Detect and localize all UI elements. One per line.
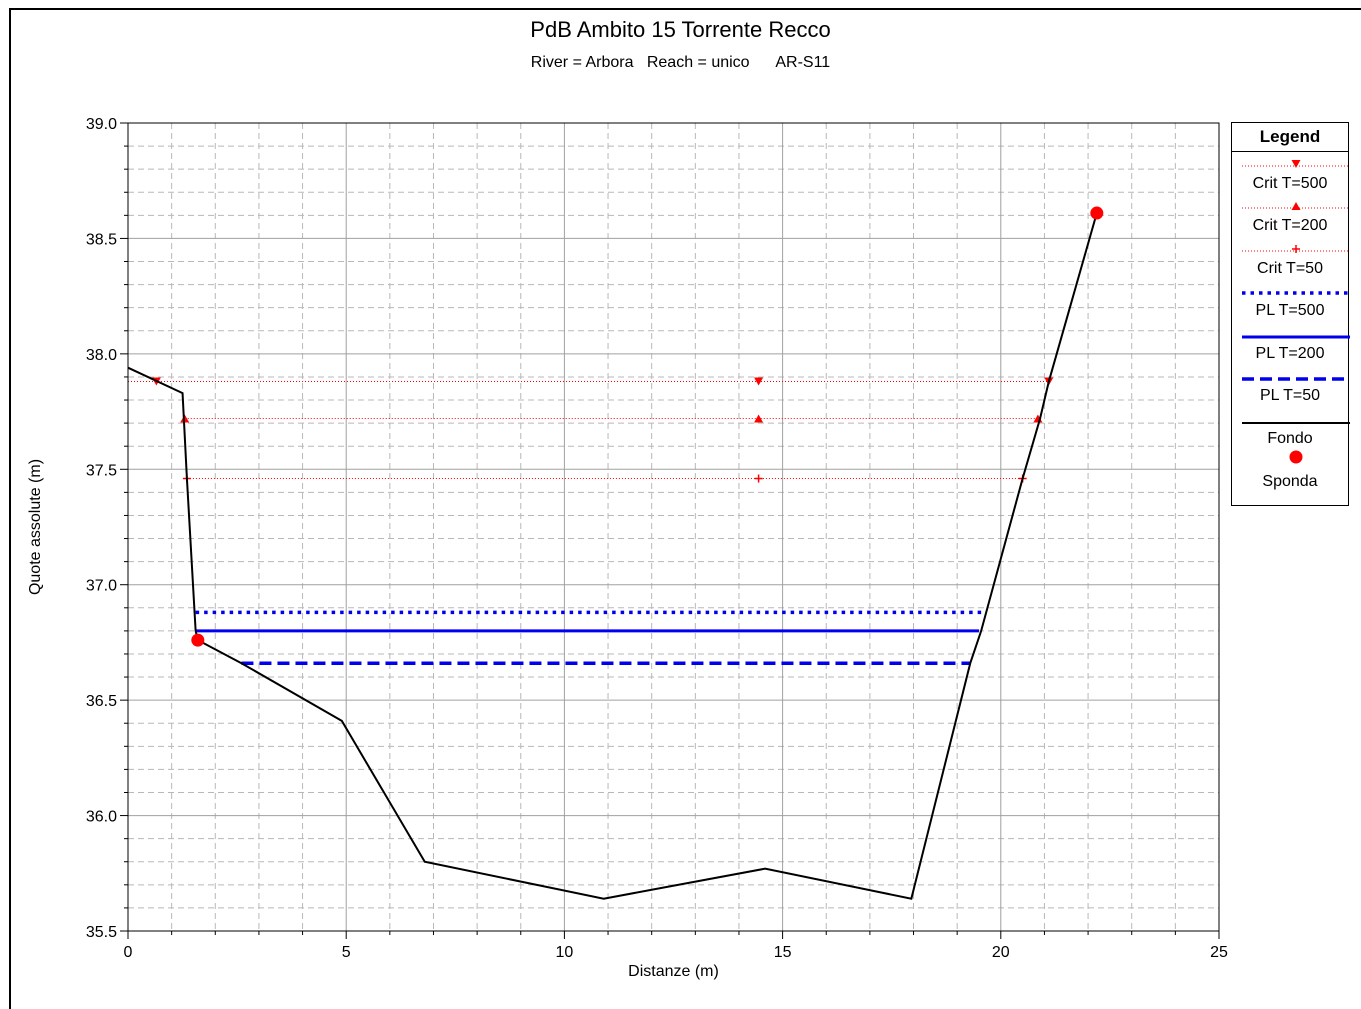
chart-title: PdB Ambito 15 Torrente Recco (530, 17, 831, 42)
point-crit-t-500 (754, 377, 764, 386)
y-tick-label: 37.5 (86, 462, 117, 479)
legend-divider (1232, 151, 1348, 152)
y-tick-label: 35.5 (86, 924, 117, 941)
y-tick-label: 38.0 (86, 347, 117, 364)
y-tick-label: 36.0 (86, 809, 117, 826)
plot-border (127, 122, 1220, 932)
y-tick-label: 36.5 (86, 693, 117, 710)
point-crit-t-50 (754, 474, 763, 483)
legend-label-crit-t500: Crit T=500 (1252, 175, 1328, 192)
legend: Legend Crit T=500 Crit T=200 Crit T=50 P… (1231, 122, 1350, 506)
legend-title: Legend (1259, 127, 1321, 146)
series-line-fondo (127, 212, 1098, 900)
y-tick-label: 39.0 (86, 116, 117, 133)
legend-label-pl-t50: PL T=50 (1259, 387, 1321, 404)
legend-marker-crit-t-500 (1291, 160, 1301, 168)
series-layer (127, 206, 1104, 900)
chart-frame (9, 8, 1361, 1009)
axes-layer: 0 5 10 15 20 25 35.5 36.0 36.5 37.0 37.5 38.0 38.5 39… (27, 116, 1228, 980)
x-tick-label: 0 (124, 944, 133, 961)
chart-subtitle: River = Arbora Reach = unico AR-S11 (530, 54, 831, 71)
grid-layer (128, 123, 1219, 931)
legend-label-pl-t200: PL T=200 (1255, 345, 1325, 362)
legend-label-crit-t50: Crit T=50 (1257, 260, 1323, 277)
x-axis-label: Distanze (m) (628, 963, 719, 980)
x-tick-label: 10 (556, 944, 574, 961)
x-tick-label: 15 (774, 944, 792, 961)
x-tick-label: 5 (342, 944, 351, 961)
legend-swatches (1242, 160, 1350, 464)
legend-label-crit-t200: Crit T=200 (1252, 217, 1328, 234)
point-crit-t-200 (754, 414, 764, 423)
point-sponda (191, 633, 205, 647)
legend-label-sponda: Sponda (1262, 473, 1318, 490)
x-tick-label: 25 (1210, 944, 1228, 961)
x-tick-label: 20 (992, 944, 1010, 961)
point-sponda (1090, 206, 1104, 220)
legend-marker-crit-t-50 (1292, 245, 1300, 253)
legend-label-fondo: Fondo (1267, 430, 1313, 447)
legend-marker-sponda (1289, 450, 1303, 464)
legend-marker-crit-t-200 (1291, 202, 1301, 210)
y-axis-label: Quote assolute (m) (27, 459, 44, 595)
legend-label-pl-t500: PL T=500 (1255, 302, 1325, 319)
y-tick-label: 38.5 (86, 231, 117, 248)
y-tick-label: 37.0 (86, 578, 117, 595)
